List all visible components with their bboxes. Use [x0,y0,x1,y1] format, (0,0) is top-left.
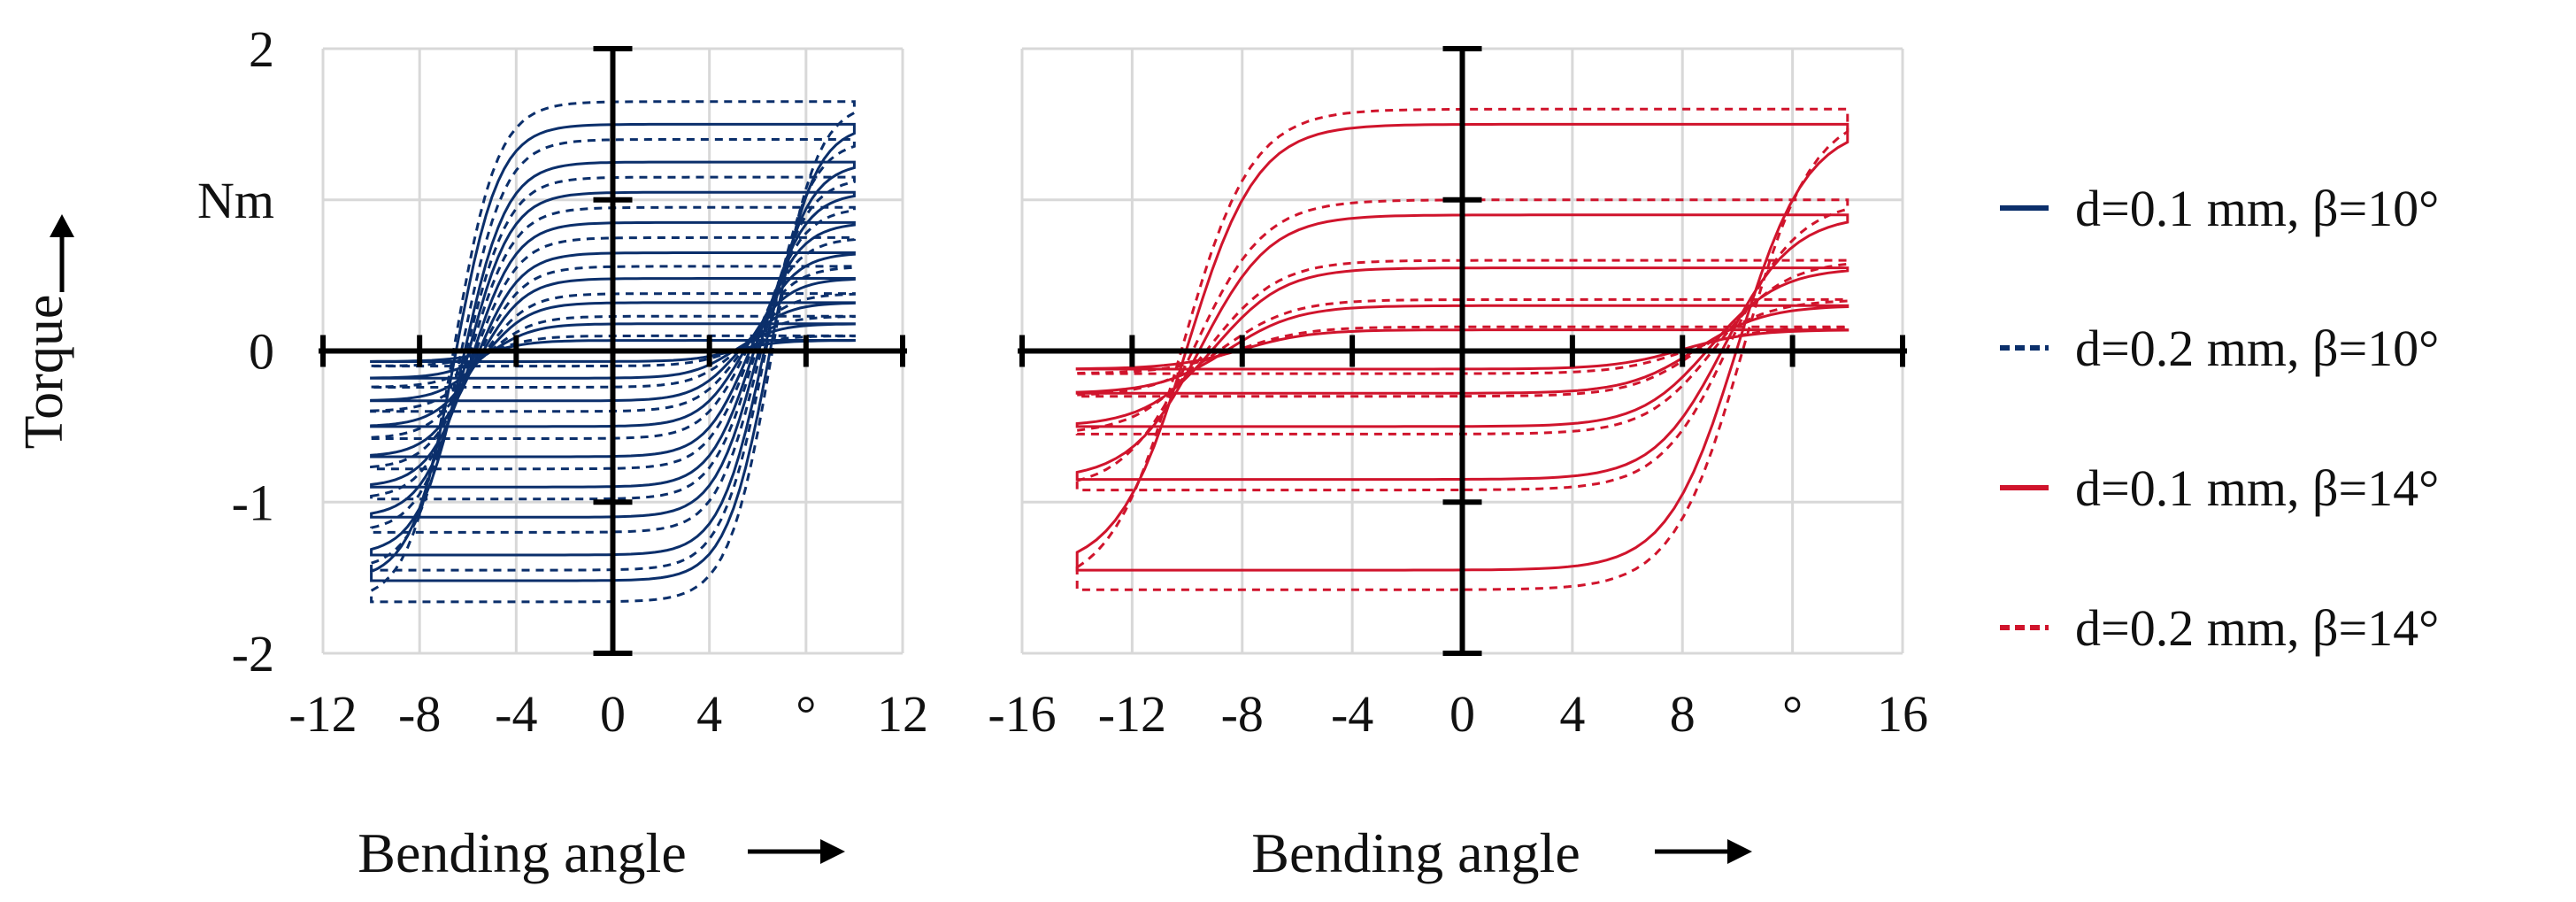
x-tick-label: ° [796,685,816,743]
x-tick-label: 12 [877,685,928,743]
x-axis-title: Bending angle [358,821,686,884]
chart-right: -16 -12 -8 -4 0 4 8 ° 16 Bending angle [988,46,1928,884]
y-tick-labels: -2 -1 0 Nm 2 [197,20,274,682]
x-tick-label: -8 [1221,685,1264,743]
legend-item: d=0.1 mm, β=14° [2000,459,2439,517]
hysteresis-loop [370,314,856,389]
hysteresis-loop [1075,266,1849,428]
hysteresis-loop [1075,304,1849,395]
y-tick-label: 2 [249,20,274,78]
hysteresis-loop [1075,122,1849,572]
x-tick-label: 0 [600,685,626,743]
y-tick-label: -1 [232,474,274,531]
x-tick-label: -12 [1098,685,1166,743]
hysteresis-loop [370,301,856,403]
legend-item: d=0.2 mm, β=14° [2000,599,2439,657]
hysteresis-loop [1075,198,1849,492]
x-tick-labels: -12 -8 -4 0 4 ° 12 [288,685,928,743]
x-tick-label: 16 [1877,685,1928,743]
x-tick-label: 0 [1449,685,1475,743]
series-group [370,100,856,604]
hysteresis-loop [1075,107,1849,591]
x-axis-arrow [748,839,845,864]
x-tick-label: ° [1782,685,1803,743]
hysteresis-loop [370,160,856,557]
legend-item: d=0.1 mm, β=10° [2000,180,2439,237]
series-group [1075,107,1849,591]
x-tick-label: -12 [288,685,357,743]
y-tick-label: Nm [197,172,274,229]
hysteresis-loop [370,334,856,368]
hysteresis-loop [370,100,856,604]
series-d-0-1-mm-10- [370,122,856,582]
hysteresis-loop [370,122,856,582]
y-axis-title: Torque [14,214,74,449]
legend-label: d=0.2 mm, β=10° [2075,320,2439,377]
x-tick-labels: -16 -12 -8 -4 0 4 8 ° 16 [988,685,1928,743]
hysteresis-loop [370,235,856,471]
y-tick-label: -2 [232,625,274,682]
hysteresis-loop [370,292,856,413]
hysteresis-loop [370,190,856,519]
x-axis-title: Bending angle [1251,821,1580,884]
hysteresis-loop [1075,213,1849,482]
x-tick-label: -8 [398,685,441,743]
legend-label: d=0.1 mm, β=10° [2075,180,2439,237]
hysteresis-loop [370,265,856,440]
x-tick-label: 8 [1670,685,1696,743]
y-axis-title-text: Torque [14,295,74,450]
y-axis-arrow [50,214,74,292]
hysteresis-loop [370,138,856,572]
hysteresis-loop [370,251,856,459]
chart-left: -12 -8 -4 0 4 ° 12 -2 -1 0 Nm 2 Bending angle [197,20,928,884]
hysteresis-loop [1075,328,1849,371]
legend-label: d=0.1 mm, β=14° [2075,459,2439,517]
y-tick-label: 0 [249,323,274,381]
axes [1018,46,1907,656]
axes [319,46,907,656]
series-d-0-2-mm-10- [370,100,856,604]
x-tick-label: -4 [1331,685,1373,743]
hysteresis-loop [370,322,856,380]
legend-label: d=0.2 mm, β=14° [2075,599,2439,657]
series-d-0-2-mm-14- [1075,107,1849,591]
x-axis-arrow [1655,839,1752,864]
hysteresis-loop [370,277,856,428]
x-tick-label: -16 [988,685,1056,743]
x-tick-label: 4 [1559,685,1585,743]
series-d-0-1-mm-14- [1075,122,1849,572]
x-tick-label: -4 [495,685,537,743]
hysteresis-loop [370,339,856,363]
x-tick-label: 4 [696,685,722,743]
hysteresis-loop [370,220,856,489]
hysteresis-loop [370,175,856,534]
legend: d=0.1 mm, β=10° d=0.2 mm, β=10° d=0.1 mm, … [2000,180,2439,657]
hysteresis-loop [1075,297,1849,398]
legend-item: d=0.2 mm, β=10° [2000,320,2439,377]
